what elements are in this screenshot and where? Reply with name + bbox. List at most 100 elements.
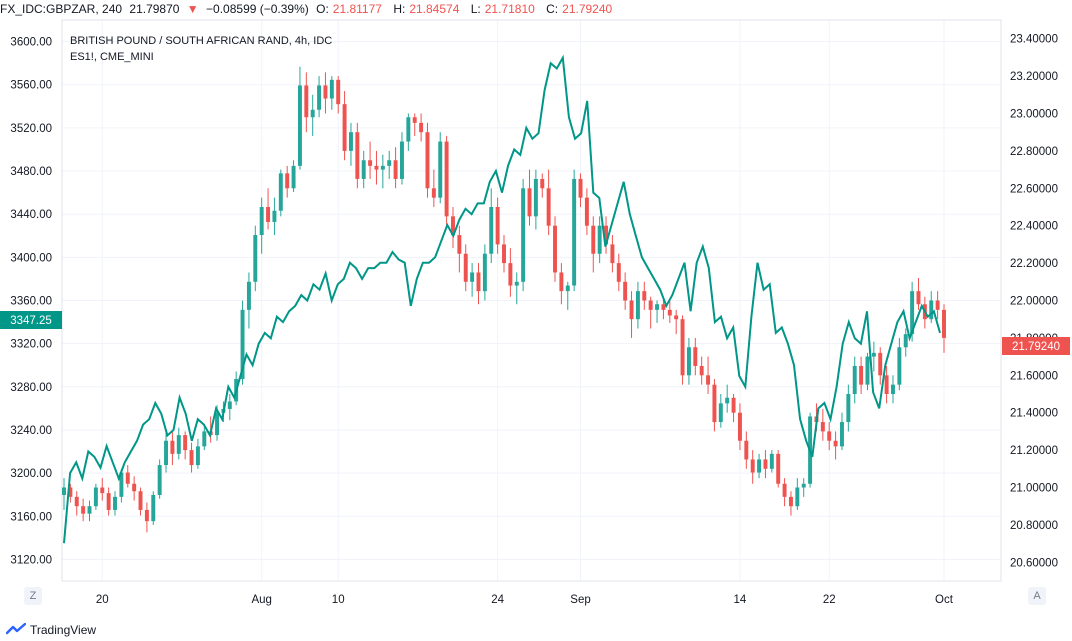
candle-body xyxy=(731,397,736,413)
candle-body xyxy=(106,493,111,510)
candle-body xyxy=(648,300,653,310)
candle-body xyxy=(572,178,577,286)
high-value: 21.84574 xyxy=(409,2,460,16)
candle-body xyxy=(833,440,838,447)
candle-body xyxy=(151,494,156,522)
right-current-price-tag: 21.79240 xyxy=(1002,337,1070,355)
time-tick-label: 14 xyxy=(734,594,747,606)
auto-scale-right-button[interactable]: A xyxy=(1028,587,1046,605)
candle-body xyxy=(871,352,876,357)
candle-body xyxy=(553,225,557,273)
candle-body xyxy=(859,365,864,385)
time-tick-label: Oct xyxy=(935,594,954,606)
grid xyxy=(62,20,1001,581)
candle-body xyxy=(763,459,768,469)
candle-body xyxy=(891,384,895,394)
right-tick-label: 21.40000 xyxy=(1010,408,1058,420)
left-tick-label: 3240.00 xyxy=(10,425,52,437)
candle-body xyxy=(616,263,621,282)
candle-body xyxy=(278,173,283,211)
candle-body xyxy=(125,472,130,484)
left-tick-label: 3320.00 xyxy=(10,339,52,351)
right-tick-label: 23.20000 xyxy=(1010,71,1058,83)
right-current-price: 21.79240 xyxy=(1012,341,1060,353)
candle-body xyxy=(725,397,730,404)
candle-body xyxy=(693,347,698,366)
candle-body xyxy=(240,309,245,380)
candle-body xyxy=(565,285,570,292)
left-current-price-tag: 3347.25 xyxy=(0,311,62,329)
candle-body xyxy=(412,117,417,123)
auto-scale-left-button[interactable]: Z xyxy=(24,587,42,605)
time-tick-label: 22 xyxy=(823,594,836,606)
candle-body xyxy=(597,225,602,254)
right-tick-label: 21.00000 xyxy=(1010,483,1058,495)
candle-body xyxy=(259,207,264,236)
candle-body xyxy=(157,465,162,495)
candle-body xyxy=(342,104,347,151)
candle-body xyxy=(387,160,392,166)
candle-body xyxy=(712,384,717,423)
left-axis[interactable]: 3600.00 3560.00 3520.00 3480.00 3440.00 3400.… xyxy=(10,37,52,567)
candle-body xyxy=(769,453,774,469)
candle-body xyxy=(476,272,481,292)
candle-body xyxy=(527,188,532,217)
symbol-label[interactable]: FX_IDC:GBPZAR, 240 xyxy=(0,2,123,16)
candle-body xyxy=(623,281,628,301)
candle-body xyxy=(304,85,309,118)
candle-body xyxy=(897,347,902,385)
right-tick-label: 20.80000 xyxy=(1010,520,1058,532)
candle-body xyxy=(744,440,749,460)
down-arrow-icon: ▼ xyxy=(186,2,199,16)
footer-brand[interactable]: TradingView xyxy=(6,620,96,640)
close-value: 21.79240 xyxy=(562,2,613,16)
candle-body xyxy=(942,309,946,338)
candle-body xyxy=(393,160,398,179)
low-label: L: xyxy=(470,2,481,16)
open-value: 21.81177 xyxy=(332,2,382,16)
candle-body xyxy=(399,141,404,179)
left-tick-label: 3160.00 xyxy=(10,511,52,523)
candle-body xyxy=(559,272,564,292)
chart-subtitle: ES1!, CME_MINI xyxy=(70,51,154,63)
candle-body xyxy=(361,160,366,179)
left-tick-label: 3360.00 xyxy=(10,296,52,308)
candle-body xyxy=(457,235,462,254)
candle-body xyxy=(629,300,634,320)
candle-body xyxy=(144,509,149,522)
candle-body xyxy=(93,487,98,507)
candle-body xyxy=(87,506,92,514)
candle-body xyxy=(604,225,609,245)
left-tick-label: 3400.00 xyxy=(10,252,52,264)
candle-body xyxy=(253,235,258,282)
candle-body xyxy=(336,79,341,105)
candle-body xyxy=(661,304,666,310)
gbpzar-candles xyxy=(62,66,946,533)
candle-body xyxy=(463,253,468,282)
candle-body xyxy=(910,291,915,335)
candle-body xyxy=(425,132,430,189)
candle-body xyxy=(176,435,181,454)
left-tick-label: 3440.00 xyxy=(10,209,52,221)
time-axis[interactable]: 20 Aug 10 24 Sep 14 22 Oct xyxy=(96,594,954,606)
candle-body xyxy=(317,85,322,110)
candle-body xyxy=(839,422,844,447)
candle-body xyxy=(533,178,538,217)
candle-body xyxy=(215,412,220,436)
candle-body xyxy=(852,365,857,394)
right-axis[interactable]: 23.40000 23.20000 23.00000 22.80000 22.60000… xyxy=(1010,34,1058,570)
candle-body xyxy=(444,141,449,217)
left-tick-label: 3280.00 xyxy=(10,382,52,394)
right-tick-label: 21.20000 xyxy=(1010,445,1058,457)
candle-body xyxy=(355,132,360,179)
candle-body xyxy=(782,483,787,497)
candle-body xyxy=(297,85,302,166)
candle-body xyxy=(635,291,640,320)
candle-body xyxy=(706,375,711,385)
left-tick-label: 3560.00 xyxy=(10,80,52,92)
candle-body xyxy=(431,188,436,198)
candle-body xyxy=(546,188,551,226)
candle-body xyxy=(183,435,188,451)
candle-body xyxy=(119,472,124,497)
